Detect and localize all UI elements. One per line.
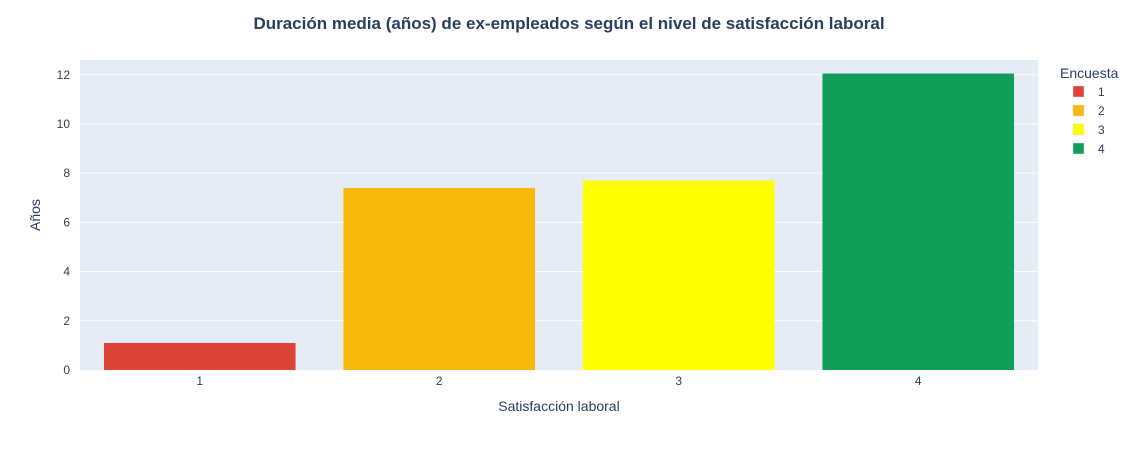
y-tick-label: 2 <box>63 314 70 328</box>
y-tick-label: 4 <box>63 265 70 279</box>
x-tick-label: 4 <box>915 374 922 388</box>
y-tick-label: 8 <box>63 166 70 180</box>
x-axis-title: Satisfacción laboral <box>498 398 619 414</box>
legend-label[interactable]: 1 <box>1098 85 1105 99</box>
legend-swatch[interactable] <box>1073 124 1084 135</box>
x-axis-ticks: 1 2 3 4 <box>196 374 922 388</box>
y-tick-label: 0 <box>63 363 70 377</box>
legend-label[interactable]: 4 <box>1098 142 1105 156</box>
y-axis-title: Años <box>27 199 43 231</box>
legend-title: Encuesta <box>1060 65 1119 81</box>
x-tick-label: 3 <box>675 374 682 388</box>
bar-1[interactable] <box>104 343 296 370</box>
chart-title: Duración media (años) de ex-empleados se… <box>253 14 884 33</box>
y-axis-ticks: 0 2 4 6 8 10 12 <box>57 68 71 377</box>
legend-swatch[interactable] <box>1073 86 1084 97</box>
legend-swatch[interactable] <box>1073 105 1084 116</box>
bar-2[interactable] <box>343 188 535 370</box>
y-tick-label: 10 <box>57 117 71 131</box>
bar-3[interactable] <box>583 181 775 370</box>
y-tick-label: 6 <box>63 215 70 229</box>
legend-label[interactable]: 3 <box>1098 123 1105 137</box>
x-tick-label: 2 <box>436 374 443 388</box>
y-tick-label: 12 <box>57 68 71 82</box>
legend: Encuesta 1 2 3 4 <box>1060 65 1119 156</box>
bar-4[interactable] <box>822 74 1014 370</box>
legend-swatch[interactable] <box>1073 143 1084 154</box>
x-tick-label: 1 <box>196 374 203 388</box>
legend-label[interactable]: 2 <box>1098 104 1105 118</box>
